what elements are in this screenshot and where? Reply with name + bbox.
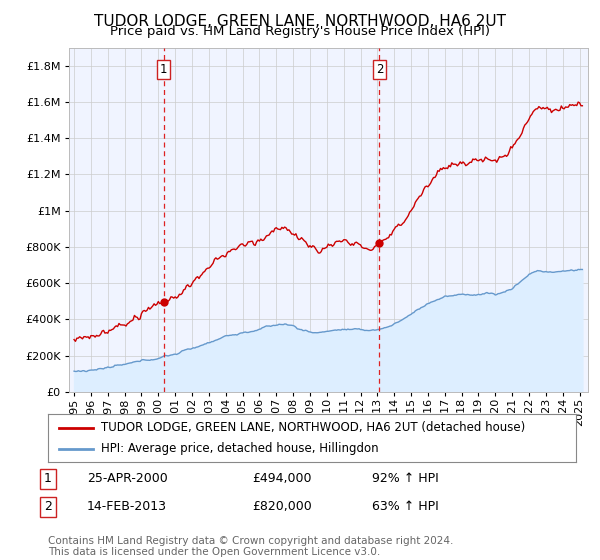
Text: Price paid vs. HM Land Registry's House Price Index (HPI): Price paid vs. HM Land Registry's House … (110, 25, 490, 38)
Text: 1: 1 (44, 472, 52, 486)
Text: TUDOR LODGE, GREEN LANE, NORTHWOOD, HA6 2UT (detached house): TUDOR LODGE, GREEN LANE, NORTHWOOD, HA6 … (101, 421, 525, 434)
Text: 2: 2 (376, 63, 383, 76)
Text: 2: 2 (44, 500, 52, 514)
Text: 63% ↑ HPI: 63% ↑ HPI (372, 500, 439, 514)
Text: Contains HM Land Registry data © Crown copyright and database right 2024.
This d: Contains HM Land Registry data © Crown c… (48, 535, 454, 557)
Text: HPI: Average price, detached house, Hillingdon: HPI: Average price, detached house, Hill… (101, 442, 379, 455)
Text: £820,000: £820,000 (252, 500, 312, 514)
Text: 14-FEB-2013: 14-FEB-2013 (87, 500, 167, 514)
Text: 1: 1 (160, 63, 167, 76)
Text: 92% ↑ HPI: 92% ↑ HPI (372, 472, 439, 486)
Text: 25-APR-2000: 25-APR-2000 (87, 472, 168, 486)
Text: TUDOR LODGE, GREEN LANE, NORTHWOOD, HA6 2UT: TUDOR LODGE, GREEN LANE, NORTHWOOD, HA6 … (94, 14, 506, 29)
Text: £494,000: £494,000 (252, 472, 311, 486)
